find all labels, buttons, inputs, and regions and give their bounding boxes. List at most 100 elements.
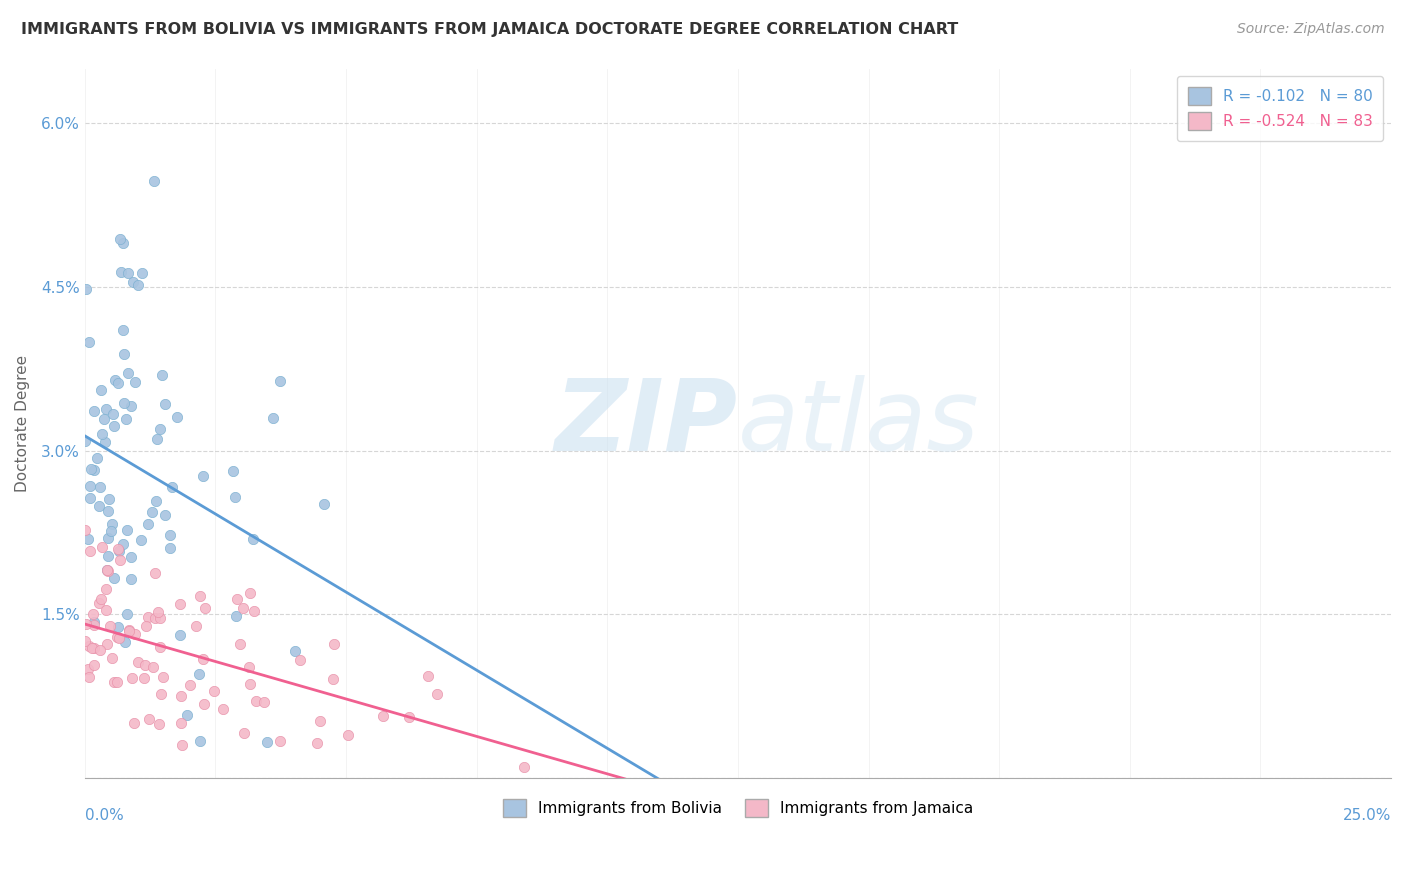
Point xyxy=(83,463,105,477)
Point xyxy=(96,637,118,651)
Point xyxy=(124,375,146,389)
Point xyxy=(141,505,163,519)
Point xyxy=(193,697,215,711)
Point xyxy=(86,450,108,465)
Point xyxy=(100,524,122,539)
Point xyxy=(224,490,246,504)
Point xyxy=(108,543,131,558)
Point xyxy=(75,617,97,632)
Point xyxy=(513,760,536,774)
Point xyxy=(82,607,104,622)
Point xyxy=(239,677,262,691)
Point xyxy=(170,715,193,730)
Point xyxy=(103,407,125,421)
Point xyxy=(314,497,336,511)
Point xyxy=(398,709,420,723)
Point xyxy=(97,564,120,578)
Point xyxy=(322,637,344,651)
Point xyxy=(77,335,100,350)
Point xyxy=(309,714,332,729)
Point xyxy=(124,716,146,731)
Point xyxy=(170,689,193,703)
Point xyxy=(90,427,112,442)
Point xyxy=(426,687,449,701)
Point xyxy=(232,601,254,615)
Point xyxy=(176,708,198,723)
Point xyxy=(96,401,118,416)
Text: 25.0%: 25.0% xyxy=(1343,808,1391,823)
Point xyxy=(117,366,139,380)
Point xyxy=(97,531,120,545)
Point xyxy=(152,670,174,684)
Point xyxy=(169,628,191,642)
Text: atlas: atlas xyxy=(738,375,980,472)
Point xyxy=(107,376,129,390)
Y-axis label: Doctorate Degree: Doctorate Degree xyxy=(15,355,30,491)
Point xyxy=(262,410,284,425)
Point xyxy=(101,517,124,532)
Point xyxy=(148,717,170,731)
Point xyxy=(194,601,217,615)
Point xyxy=(172,738,194,752)
Point xyxy=(111,236,134,251)
Legend: Immigrants from Bolivia, Immigrants from Jamaica: Immigrants from Bolivia, Immigrants from… xyxy=(496,793,979,823)
Point xyxy=(136,609,159,624)
Point xyxy=(145,493,167,508)
Point xyxy=(288,653,311,667)
Point xyxy=(108,232,131,246)
Point xyxy=(148,422,170,436)
Point xyxy=(159,541,181,556)
Point xyxy=(110,264,132,278)
Point xyxy=(89,480,111,494)
Point xyxy=(160,480,183,494)
Point xyxy=(143,174,166,188)
Point xyxy=(103,418,125,433)
Point xyxy=(242,532,264,546)
Point xyxy=(111,537,134,551)
Text: ZIP: ZIP xyxy=(555,375,738,472)
Point xyxy=(76,662,98,676)
Point xyxy=(222,464,245,478)
Point xyxy=(134,658,156,673)
Point xyxy=(79,639,101,653)
Point xyxy=(188,589,211,603)
Point xyxy=(187,667,209,681)
Point xyxy=(94,435,117,450)
Point xyxy=(142,660,165,674)
Point xyxy=(75,523,97,537)
Point xyxy=(75,282,97,296)
Point xyxy=(243,604,266,618)
Point xyxy=(83,658,105,673)
Point xyxy=(96,603,118,617)
Point xyxy=(159,528,181,542)
Point xyxy=(153,397,176,411)
Point xyxy=(79,479,101,493)
Point xyxy=(117,266,139,280)
Point xyxy=(238,659,260,673)
Point xyxy=(90,383,112,397)
Point xyxy=(169,597,191,611)
Point xyxy=(120,550,142,565)
Point xyxy=(122,276,145,290)
Point xyxy=(114,635,136,649)
Point xyxy=(79,543,101,558)
Point xyxy=(149,687,172,701)
Point xyxy=(89,499,111,513)
Point xyxy=(416,668,439,682)
Point xyxy=(146,432,169,446)
Point xyxy=(105,630,128,644)
Point xyxy=(135,619,157,633)
Point xyxy=(82,641,104,656)
Point xyxy=(96,564,118,578)
Point xyxy=(80,462,103,476)
Point xyxy=(107,674,129,689)
Point xyxy=(136,517,159,532)
Point xyxy=(253,695,276,709)
Text: 0.0%: 0.0% xyxy=(84,808,124,823)
Point xyxy=(256,735,278,749)
Point xyxy=(118,623,141,637)
Point xyxy=(89,643,111,657)
Point xyxy=(149,611,172,625)
Point xyxy=(191,469,214,483)
Point xyxy=(132,671,155,685)
